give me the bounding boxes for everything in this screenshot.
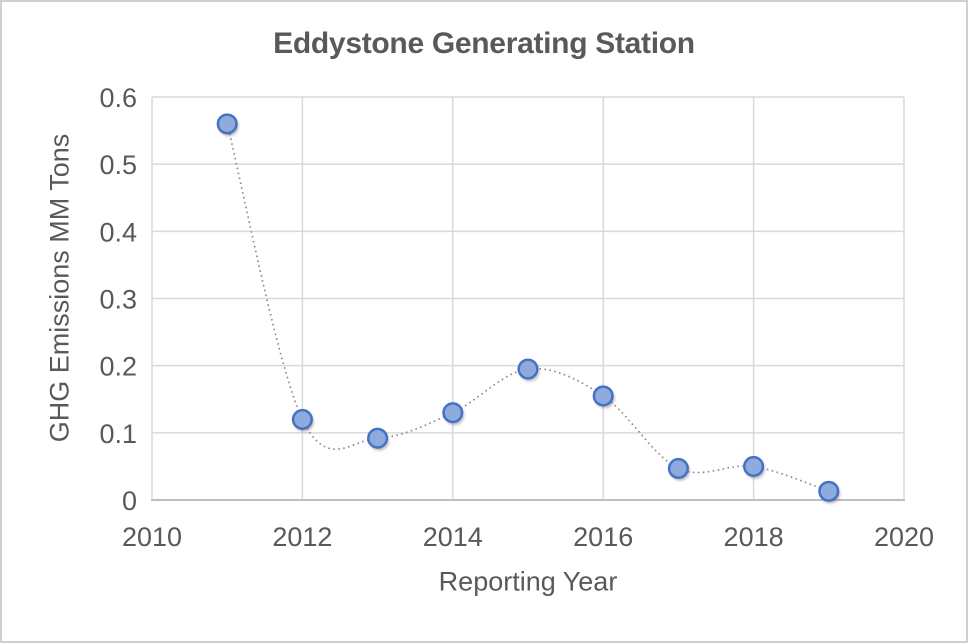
data-point-marker bbox=[442, 402, 464, 424]
data-point-marker bbox=[216, 113, 238, 135]
x-tick-label: 2010 bbox=[122, 522, 182, 552]
data-point-marker bbox=[291, 408, 313, 430]
y-tick-label: 0.1 bbox=[99, 419, 137, 449]
data-point-marker bbox=[592, 385, 614, 407]
data-point-marker bbox=[667, 457, 689, 479]
y-tick-label: 0.4 bbox=[99, 217, 137, 247]
y-tick-label: 0 bbox=[122, 486, 137, 516]
x-tick-label: 2018 bbox=[724, 522, 784, 552]
data-point-marker bbox=[743, 455, 765, 477]
y-tick-label: 0.5 bbox=[99, 150, 137, 180]
data-point-marker bbox=[818, 480, 840, 502]
y-tick-label: 0.3 bbox=[99, 285, 137, 315]
series-line bbox=[226, 123, 830, 493]
x-tick-label: 2020 bbox=[874, 522, 934, 552]
x-tick-label: 2014 bbox=[423, 522, 483, 552]
data-point-marker bbox=[517, 358, 539, 380]
data-point-marker bbox=[367, 427, 389, 449]
x-axis-title: Reporting Year bbox=[438, 566, 618, 597]
x-tick-label: 2016 bbox=[573, 522, 633, 552]
y-tick-label: 0.2 bbox=[99, 352, 137, 382]
x-tick-label: 2012 bbox=[272, 522, 332, 552]
y-tick-label: 0.6 bbox=[99, 83, 137, 113]
chart-title: Eddystone Generating Station bbox=[273, 27, 695, 60]
